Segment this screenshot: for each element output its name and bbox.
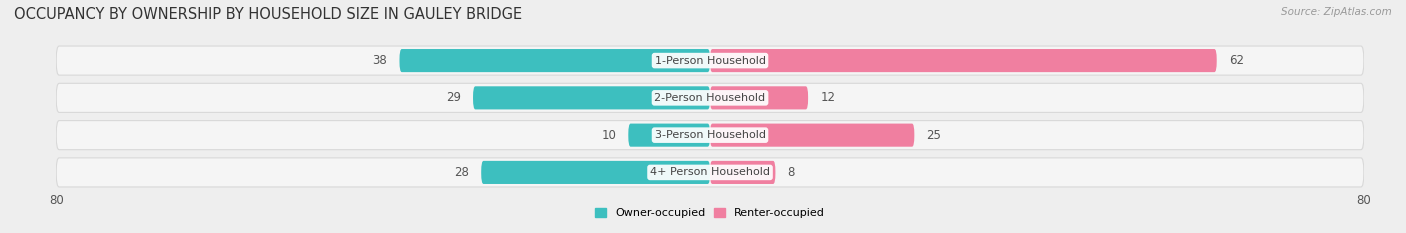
FancyBboxPatch shape xyxy=(472,86,710,110)
Text: 62: 62 xyxy=(1229,54,1244,67)
Text: 29: 29 xyxy=(446,91,461,104)
FancyBboxPatch shape xyxy=(481,161,710,184)
Text: 1-Person Household: 1-Person Household xyxy=(655,56,765,65)
Text: 2-Person Household: 2-Person Household xyxy=(654,93,766,103)
Text: 28: 28 xyxy=(454,166,470,179)
FancyBboxPatch shape xyxy=(56,158,1364,187)
FancyBboxPatch shape xyxy=(710,49,1216,72)
FancyBboxPatch shape xyxy=(56,46,1364,75)
Text: 38: 38 xyxy=(373,54,387,67)
FancyBboxPatch shape xyxy=(710,86,808,110)
Text: 4+ Person Household: 4+ Person Household xyxy=(650,168,770,177)
Text: 3-Person Household: 3-Person Household xyxy=(655,130,765,140)
FancyBboxPatch shape xyxy=(56,121,1364,150)
Text: Source: ZipAtlas.com: Source: ZipAtlas.com xyxy=(1281,7,1392,17)
Text: OCCUPANCY BY OWNERSHIP BY HOUSEHOLD SIZE IN GAULEY BRIDGE: OCCUPANCY BY OWNERSHIP BY HOUSEHOLD SIZE… xyxy=(14,7,522,22)
Text: 8: 8 xyxy=(787,166,794,179)
FancyBboxPatch shape xyxy=(56,83,1364,112)
FancyBboxPatch shape xyxy=(399,49,710,72)
Text: 12: 12 xyxy=(820,91,835,104)
Legend: Owner-occupied, Renter-occupied: Owner-occupied, Renter-occupied xyxy=(595,208,825,218)
Text: 25: 25 xyxy=(927,129,942,142)
FancyBboxPatch shape xyxy=(628,123,710,147)
FancyBboxPatch shape xyxy=(710,161,776,184)
Text: 10: 10 xyxy=(602,129,616,142)
FancyBboxPatch shape xyxy=(710,123,914,147)
